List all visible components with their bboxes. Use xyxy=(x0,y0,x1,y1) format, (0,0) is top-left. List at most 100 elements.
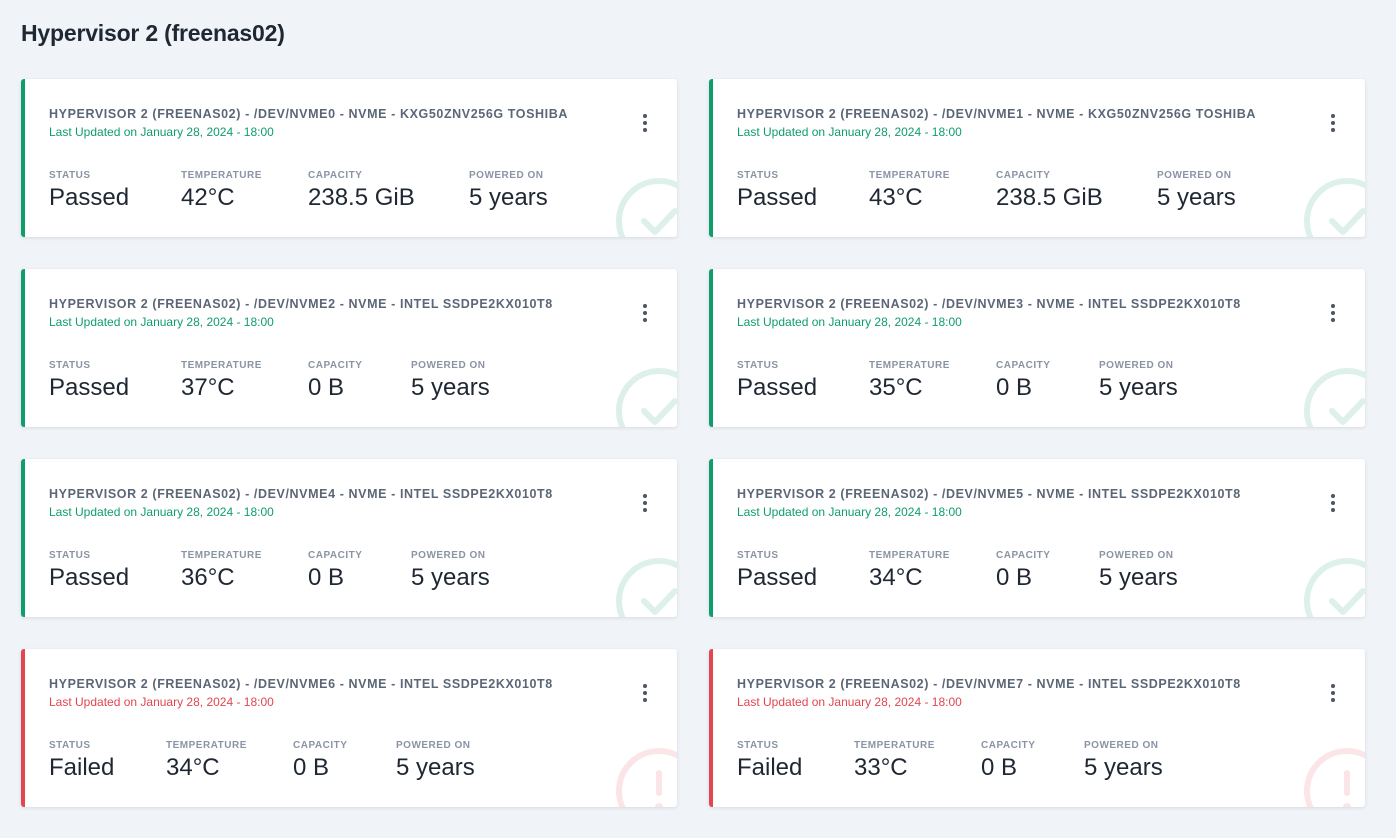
disk-title: HYPERVISOR 2 (FREENAS02) - /DEV/NVME7 - … xyxy=(737,677,1241,691)
powered-on-value: 5 years xyxy=(1157,184,1236,211)
more-options-button[interactable] xyxy=(1323,492,1343,514)
powered-on-value: 5 years xyxy=(469,184,548,211)
stat-capacity: CAPACITY 0 B xyxy=(996,360,1099,402)
powered-on-value: 5 years xyxy=(396,754,475,781)
stat-powered-on: POWERED ON 5 years xyxy=(469,170,548,212)
stat-status: STATUS Passed xyxy=(49,360,181,402)
kebab-menu-icon xyxy=(643,304,647,308)
check-circle-icon xyxy=(1299,363,1365,427)
stat-status: STATUS Failed xyxy=(737,740,854,782)
exclamation-circle-icon xyxy=(611,743,677,807)
more-options-button[interactable] xyxy=(635,492,655,514)
status-label: STATUS xyxy=(737,170,779,181)
powered-on-label: POWERED ON xyxy=(1099,550,1174,561)
temperature-label: TEMPERATURE xyxy=(854,740,935,751)
last-updated: Last Updated on January 28, 2024 - 18:00 xyxy=(737,695,962,709)
more-options-button[interactable] xyxy=(1323,682,1343,704)
stat-capacity: CAPACITY 238.5 GiB xyxy=(996,170,1157,212)
stat-status: STATUS Passed xyxy=(737,360,869,402)
disk-card-1[interactable]: HYPERVISOR 2 (FREENAS02) - /DEV/NVME1 - … xyxy=(709,79,1365,237)
kebab-dot xyxy=(1331,318,1335,322)
powered-on-label: POWERED ON xyxy=(411,360,486,371)
more-options-button[interactable] xyxy=(635,112,655,134)
capacity-label: CAPACITY xyxy=(981,740,1036,751)
status-label: STATUS xyxy=(49,170,91,181)
more-options-button[interactable] xyxy=(635,302,655,324)
stat-capacity: CAPACITY 0 B xyxy=(996,550,1099,592)
status-label: STATUS xyxy=(737,550,779,561)
stat-powered-on: POWERED ON 5 years xyxy=(1099,550,1178,592)
status-label: STATUS xyxy=(49,360,91,371)
disk-card-5[interactable]: HYPERVISOR 2 (FREENAS02) - /DEV/NVME5 - … xyxy=(709,459,1365,617)
disk-card-2[interactable]: HYPERVISOR 2 (FREENAS02) - /DEV/NVME2 - … xyxy=(21,269,677,427)
stat-powered-on: POWERED ON 5 years xyxy=(1099,360,1178,402)
disk-stats: STATUS Passed TEMPERATURE 42°C CAPACITY … xyxy=(49,170,548,212)
stat-status: STATUS Passed xyxy=(737,550,869,592)
kebab-dot xyxy=(643,311,647,315)
temperature-value: 34°C xyxy=(869,564,923,591)
disk-stats: STATUS Failed TEMPERATURE 33°C CAPACITY … xyxy=(737,740,1163,782)
last-updated: Last Updated on January 28, 2024 - 18:00 xyxy=(49,505,274,519)
temperature-label: TEMPERATURE xyxy=(181,550,262,561)
temperature-label: TEMPERATURE xyxy=(166,740,247,751)
stat-temperature: TEMPERATURE 33°C xyxy=(854,740,981,782)
disk-card-3[interactable]: HYPERVISOR 2 (FREENAS02) - /DEV/NVME3 - … xyxy=(709,269,1365,427)
check-circle-icon xyxy=(611,553,677,617)
disk-card-7[interactable]: HYPERVISOR 2 (FREENAS02) - /DEV/NVME7 - … xyxy=(709,649,1365,807)
capacity-label: CAPACITY xyxy=(308,360,363,371)
check-circle-icon xyxy=(1299,173,1365,237)
disk-card-0[interactable]: HYPERVISOR 2 (FREENAS02) - /DEV/NVME0 - … xyxy=(21,79,677,237)
last-updated: Last Updated on January 28, 2024 - 18:00 xyxy=(49,315,274,329)
kebab-dot xyxy=(1331,128,1335,132)
more-options-button[interactable] xyxy=(1323,302,1343,324)
powered-on-value: 5 years xyxy=(1084,754,1163,781)
temperature-value: 34°C xyxy=(166,754,220,781)
kebab-dot xyxy=(1331,508,1335,512)
stat-capacity: CAPACITY 0 B xyxy=(308,550,411,592)
temperature-value: 35°C xyxy=(869,374,923,401)
temperature-label: TEMPERATURE xyxy=(869,170,950,181)
stat-powered-on: POWERED ON 5 years xyxy=(411,360,490,402)
check-circle-icon xyxy=(611,173,677,237)
powered-on-label: POWERED ON xyxy=(1099,360,1174,371)
powered-on-value: 5 years xyxy=(1099,374,1178,401)
kebab-dot xyxy=(643,128,647,132)
kebab-dot xyxy=(643,508,647,512)
temperature-value: 42°C xyxy=(181,184,235,211)
status-label: STATUS xyxy=(737,740,779,751)
check-circle-icon xyxy=(611,363,677,427)
stat-capacity: CAPACITY 0 B xyxy=(308,360,411,402)
kebab-menu-icon xyxy=(1331,494,1335,498)
temperature-label: TEMPERATURE xyxy=(181,360,262,371)
kebab-menu-icon xyxy=(1331,304,1335,308)
capacity-label: CAPACITY xyxy=(996,360,1051,371)
disk-card-4[interactable]: HYPERVISOR 2 (FREENAS02) - /DEV/NVME4 - … xyxy=(21,459,677,617)
disk-title: HYPERVISOR 2 (FREENAS02) - /DEV/NVME2 - … xyxy=(49,297,553,311)
kebab-dot xyxy=(643,121,647,125)
kebab-dot xyxy=(1331,691,1335,695)
last-updated: Last Updated on January 28, 2024 - 18:00 xyxy=(737,505,962,519)
stat-temperature: TEMPERATURE 43°C xyxy=(869,170,996,212)
page-title: Hypervisor 2 (freenas02) xyxy=(21,20,285,46)
capacity-value: 238.5 GiB xyxy=(308,184,415,211)
powered-on-label: POWERED ON xyxy=(469,170,544,181)
stat-capacity: CAPACITY 0 B xyxy=(981,740,1084,782)
powered-on-label: POWERED ON xyxy=(1157,170,1232,181)
capacity-value: 0 B xyxy=(981,754,1018,781)
kebab-dot xyxy=(1331,311,1335,315)
temperature-value: 33°C xyxy=(854,754,908,781)
capacity-value: 0 B xyxy=(308,374,345,401)
powered-on-value: 5 years xyxy=(411,374,490,401)
last-updated: Last Updated on January 28, 2024 - 18:00 xyxy=(49,695,274,709)
last-updated: Last Updated on January 28, 2024 - 18:00 xyxy=(737,125,962,139)
disk-title: HYPERVISOR 2 (FREENAS02) - /DEV/NVME0 - … xyxy=(49,107,569,121)
stat-status: STATUS Failed xyxy=(49,740,166,782)
disk-stats: STATUS Passed TEMPERATURE 37°C CAPACITY … xyxy=(49,360,490,402)
capacity-label: CAPACITY xyxy=(308,170,363,181)
temperature-label: TEMPERATURE xyxy=(869,360,950,371)
more-options-button[interactable] xyxy=(635,682,655,704)
more-options-button[interactable] xyxy=(1323,112,1343,134)
disk-card-6[interactable]: HYPERVISOR 2 (FREENAS02) - /DEV/NVME6 - … xyxy=(21,649,677,807)
temperature-value: 36°C xyxy=(181,564,235,591)
stat-powered-on: POWERED ON 5 years xyxy=(1084,740,1163,782)
